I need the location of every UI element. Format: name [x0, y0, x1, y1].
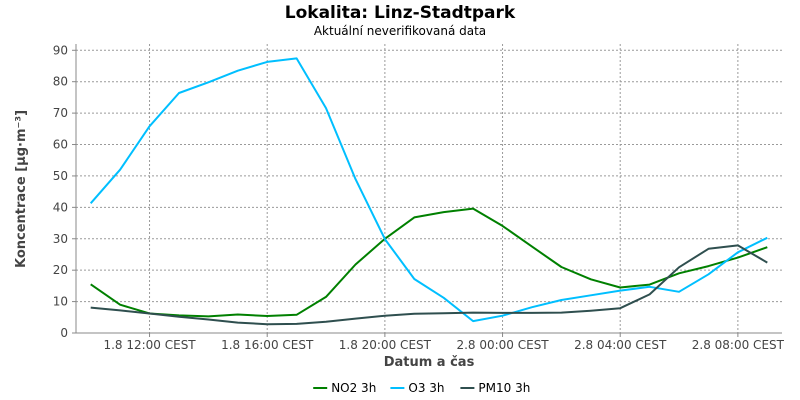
legend: NO2 3h O3 3h PM10 3h [313, 381, 530, 395]
legend-label: PM10 3h [478, 381, 530, 395]
x-axis-title: Datum a čas [384, 355, 475, 370]
grid [76, 44, 782, 334]
y-tick-label: 40 [53, 200, 68, 214]
y-axis-title: Koncentrace [µg·m⁻³] [14, 110, 29, 268]
y-ticks: 0 10 20 30 40 50 60 70 80 90 [53, 43, 76, 340]
series-lines [89, 57, 768, 326]
y-tick-label: 50 [53, 169, 68, 183]
x-tick-label: 2.8 00:00 CEST [456, 338, 549, 352]
y-tick-label: 60 [53, 138, 68, 152]
x-tick-label: 1.8 12:00 CEST [103, 338, 196, 352]
x-tick-label: 2.8 04:00 CEST [574, 338, 667, 352]
series-line-no2 [90, 207, 768, 318]
x-tick-label: 2.8 08:00 CEST [692, 338, 785, 352]
chart-title: Lokalita: Linz-Stadtpark [285, 3, 516, 23]
series-line-o3 [89, 57, 768, 323]
legend-label: O3 3h [408, 381, 444, 395]
y-tick-label: 0 [60, 326, 68, 340]
x-tick-label: 1.8 16:00 CEST [221, 338, 314, 352]
series-line-pm10 [90, 244, 768, 326]
y-tick-label: 20 [53, 263, 68, 277]
legend-label: NO2 3h [331, 381, 376, 395]
x-ticks: 1.8 12:00 CEST 1.8 16:00 CEST 1.8 20:00 CE… [103, 333, 785, 352]
y-tick-label: 90 [53, 43, 68, 57]
y-tick-label: 30 [53, 232, 68, 246]
x-tick-label: 1.8 20:00 CEST [339, 338, 432, 352]
y-tick-label: 80 [53, 75, 68, 89]
y-tick-label: 70 [53, 106, 68, 120]
chart-subtitle: Aktuální neverifikovaná data [314, 24, 486, 38]
y-tick-label: 10 [53, 295, 68, 309]
plot-area [76, 44, 782, 333]
